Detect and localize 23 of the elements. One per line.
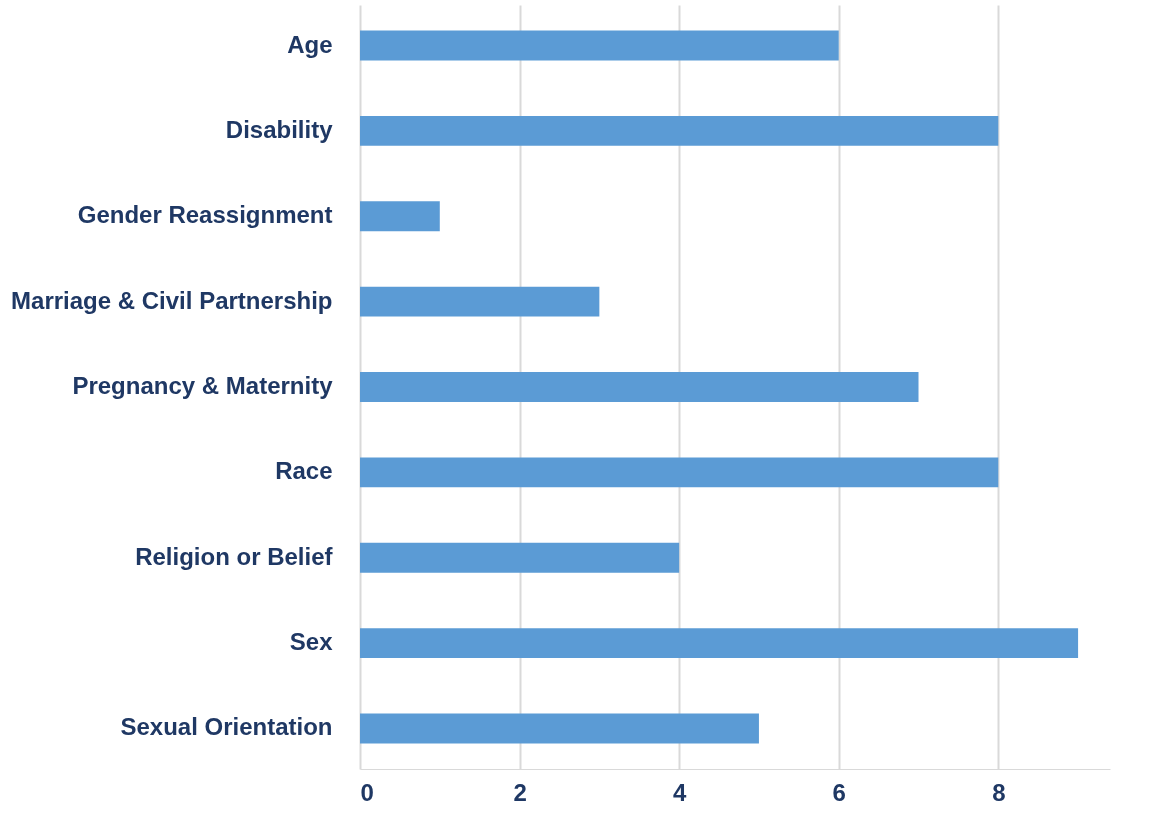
x-tick-label: 8 <box>992 778 1006 806</box>
y-tick-label: Sex <box>289 628 334 656</box>
x-tick-label: 6 <box>832 778 846 806</box>
x-tick-label: 4 <box>672 778 687 806</box>
bar <box>360 286 600 317</box>
bar <box>360 372 919 402</box>
bar <box>360 628 1079 659</box>
bar <box>360 457 999 488</box>
y-tick-label: Age <box>287 30 333 58</box>
bar <box>360 542 680 573</box>
y-tick-label: Sexual Orientation <box>120 713 333 741</box>
bar <box>360 713 759 744</box>
y-tick-label: Disability <box>225 115 334 143</box>
y-tick-label: Marriage & Civil Partnership <box>11 286 333 314</box>
y-tick-label: Pregnancy & Maternity <box>72 372 334 399</box>
x-tick-label: 0 <box>360 778 374 806</box>
y-tick-label: Religion or Belief <box>135 542 334 570</box>
bar <box>360 201 440 232</box>
bar <box>360 30 839 61</box>
x-tick-label: 2 <box>513 778 527 806</box>
y-tick-label: Race <box>275 457 333 485</box>
bar <box>360 115 999 146</box>
y-tick-label: Gender Reassignment <box>77 201 333 229</box>
